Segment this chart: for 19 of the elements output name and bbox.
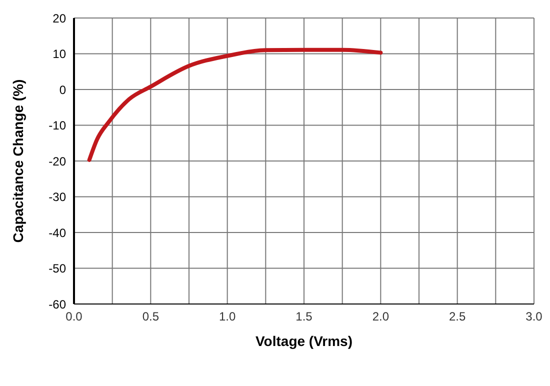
y-tick-label: -30: [48, 190, 66, 204]
x-tick-label: 1.5: [296, 310, 313, 324]
x-tick-label: 3.0: [526, 310, 543, 324]
y-tick-label: -20: [48, 154, 66, 168]
x-tick-label: 1.0: [218, 310, 236, 324]
x-axis-title: Voltage (Vrms): [256, 333, 352, 349]
y-tick-label: -10: [48, 118, 66, 133]
y-tick-label: 0: [59, 82, 66, 97]
y-tick-label: -50: [48, 262, 66, 276]
y-tick-label: 10: [52, 47, 66, 62]
x-tick-label: 2.0: [372, 310, 390, 324]
line-series: [87, 48, 383, 162]
y-tick-label: 20: [52, 11, 66, 26]
y-tick-label: -40: [48, 226, 66, 240]
x-tick-label: 2.5: [448, 310, 466, 324]
x-tick-label: 0.5: [142, 310, 160, 324]
y-axis-title: Capacitance Change (%): [10, 79, 26, 243]
x-tick-label: 0.0: [66, 310, 83, 324]
y-tick-label: -60: [48, 297, 66, 312]
